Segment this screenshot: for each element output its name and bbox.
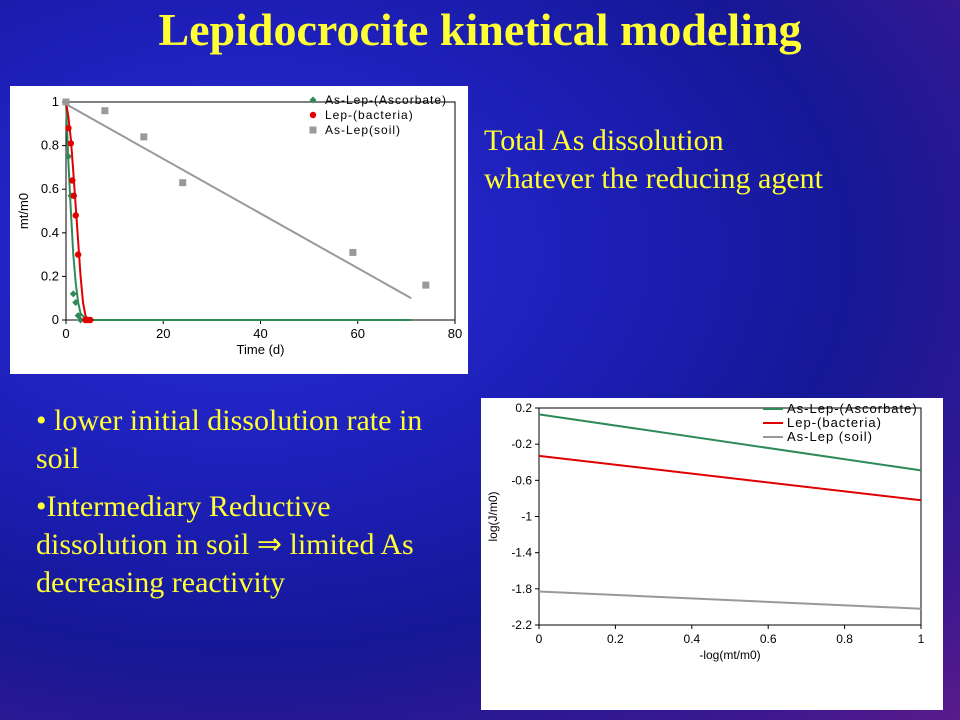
series-line [538, 413, 922, 472]
y-tick-label: -1.8 [511, 582, 532, 596]
y-axis-label: log(J/m0) [486, 491, 500, 541]
x-tick-label: 60 [351, 326, 365, 341]
data-point [77, 316, 85, 324]
y-tick-label: -1 [521, 510, 532, 524]
data-point [65, 124, 72, 132]
x-tick-label: 0 [62, 326, 69, 341]
data-point [72, 299, 80, 307]
y-axis-label: mt/m0 [16, 193, 31, 229]
legend-marker [309, 126, 317, 134]
data-point [69, 290, 77, 298]
data-point [62, 98, 70, 106]
bullet-item-1: • lower initial dissolution rate in soil [36, 404, 423, 475]
series-line [65, 103, 412, 300]
legend-label: As-Lep (soil) [787, 429, 873, 444]
log-rate-svg: 0 0.2 0.4 0.6 0.8 1 -2.2 -1.8 -1.4 -1 -0.6 -0.2 0.2 -… [486, 401, 925, 662]
x-tick-label: 0 [536, 632, 543, 646]
data-point [74, 312, 82, 320]
legend-label: As-Lep-(Ascorbate) [787, 401, 918, 416]
x-tick-label: 0.4 [683, 632, 700, 646]
data-point [67, 140, 75, 147]
legend-label: Lep-(bacteria) [325, 108, 414, 122]
legend-label: As-Lep(soil) [325, 123, 401, 137]
data-point [72, 212, 79, 219]
data-point [101, 107, 109, 115]
y-tick-label: 0.8 [41, 138, 59, 153]
legend-marker [309, 111, 317, 119]
data-point [74, 251, 82, 258]
legend-label: As-Lep-(Ascorbate) [325, 93, 447, 107]
data-point [70, 192, 77, 199]
slide-title: Lepidocrocite kinetical modeling [158, 4, 802, 55]
data-point [87, 316, 94, 324]
x-tick-label: 0.6 [760, 632, 777, 646]
legend-label: Lep-(bacteria) [787, 415, 882, 430]
series-line [65, 101, 91, 321]
dissolution-kinetics-chart: 0 20 40 60 80 0 0.2 0.4 0.6 0.8 1 Time (d) mt/m0 As-L… [10, 86, 468, 374]
data-point [140, 133, 148, 141]
data-point [349, 248, 357, 256]
x-axis-label: -log(mt/m0) [699, 648, 760, 662]
bullet-item-2: •Intermediary Reductive dissolution in s… [36, 490, 414, 599]
y-tick-label: 0.2 [515, 401, 532, 415]
y-tick-label: -0.2 [511, 437, 532, 451]
data-point [179, 179, 187, 187]
y-tick-label: -2.2 [511, 618, 532, 632]
data-point [64, 153, 72, 160]
note-line-1: Total As dissolution [484, 124, 724, 157]
log-rate-chart: 0 0.2 0.4 0.6 0.8 1 -2.2 -1.8 -1.4 -1 -0.6 -0.2 0.2 -… [481, 398, 943, 710]
y-tick-label: 0.2 [41, 268, 59, 283]
bullet-list: • lower initial dissolution rate in soil… [36, 402, 436, 612]
series-line [538, 454, 922, 502]
data-point [69, 177, 76, 184]
y-tick-label: -0.6 [511, 473, 532, 487]
x-tick-label: 80 [448, 326, 462, 341]
y-tick-label: -1.4 [511, 546, 532, 560]
x-tick-label: 20 [156, 326, 170, 341]
x-tick-label: 0.2 [607, 632, 624, 646]
dissolution-kinetics-svg: 0 20 40 60 80 0 0.2 0.4 0.6 0.8 1 Time (d) mt/m0 As-L… [16, 93, 462, 357]
x-tick-label: 40 [253, 326, 267, 341]
x-tick-label: 0.8 [836, 632, 853, 646]
legend-marker [309, 96, 317, 104]
data-point [422, 281, 430, 289]
note-line-2: whatever the reducing agent [484, 162, 824, 195]
x-axis-label: Time (d) [237, 342, 285, 357]
summary-note: Total As dissolution whatever the reduci… [484, 122, 924, 198]
y-tick-label: 0.6 [41, 181, 59, 196]
y-tick-label: 1 [52, 94, 59, 109]
series-line [538, 590, 922, 610]
y-tick-label: 0 [52, 312, 59, 327]
x-tick-label: 1 [918, 632, 925, 646]
y-tick-label: 0.4 [41, 225, 59, 240]
